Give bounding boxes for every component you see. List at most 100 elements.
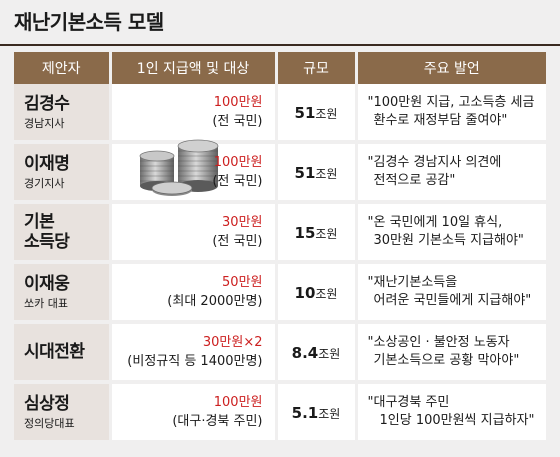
table-row: 시대전환 30만원×2 (비정규직 등 1400만명) 8.4조원 "소상공인 … (14, 322, 546, 384)
remark-line: "재난기본소득을 (367, 275, 458, 290)
amount-unit: 만원 (219, 335, 244, 350)
remark-line: 어려운 국민들에게 지급해야" (373, 293, 532, 308)
scale-number: 10 (294, 283, 316, 302)
amount-value: 100만원 (112, 153, 263, 172)
remark-line: "소상공인 · 불안정 노동자 (367, 335, 510, 350)
remark-line: 1인당 100만원씩 지급하자" (379, 413, 535, 428)
scale-cell: 51조원 (276, 142, 358, 204)
amount-target: (대구·경북 주민) (172, 414, 263, 429)
basic-income-table: 제안자 1인 지급액 및 대상 규모 주요 발언 김경수 경남지사 100만원 … (14, 52, 546, 444)
table-row: 김경수 경남지사 100만원 (전 국민) 51조원 "100만원 지급, 고소… (14, 84, 546, 144)
table-row: 이재명 경기지사 100만원 (전 국민) 51조원 "김경수 경남지사 의견에… (14, 142, 546, 204)
scale-unit: 조원 (315, 106, 338, 121)
amount-number: 100 (213, 395, 239, 410)
proposer-name-line2: 소득당 (24, 232, 70, 252)
scale-number: 15 (294, 223, 316, 242)
amount-cell: 30만원 (전 국민) (110, 202, 278, 264)
amount-cell: 30만원×2 (비정규직 등 1400만명) (110, 322, 278, 384)
amount-value: 100만원 (112, 93, 263, 112)
proposer-affiliation: 정의당대표 (24, 416, 75, 430)
amount-number: 50 (222, 275, 239, 290)
proposer-name: 이재명 (24, 153, 70, 174)
header-remarks: 주요 발언 (356, 52, 546, 84)
amount-target: (비정규직 등 1400만명) (127, 354, 263, 369)
amount-unit: 만원 (238, 155, 263, 170)
scale-unit: 조원 (318, 406, 341, 421)
proposer-cell: 김경수 경남지사 (14, 84, 112, 144)
proposer-name: 이재웅 (24, 273, 70, 294)
table-row: 이재웅 쏘카 대표 50만원 (최대 2000만명) 10조원 "재난기본소득을… (14, 262, 546, 324)
proposer-affiliation: 경남지사 (24, 116, 65, 130)
remark-line: "100만원 지급, 고소득층 세금 (367, 95, 535, 110)
remark-line: 환수로 재정부담 줄여야" (373, 113, 508, 128)
proposer-name: 김경수 (24, 93, 70, 114)
amount-value: 50만원 (112, 273, 263, 292)
remark-line: 30만원 기본소득 지급해야" (373, 233, 524, 248)
header-scale: 규모 (276, 52, 358, 84)
scale-number: 51 (294, 163, 316, 182)
table-row: 기본 소득당 30만원 (전 국민) 15조원 "온 국민에게 10일 휴식, … (14, 202, 546, 264)
table-row: 심상정 정의당대표 100만원 (대구·경북 주민) 5.1조원 "대구경북 주… (14, 382, 546, 444)
scale-unit: 조원 (318, 346, 341, 361)
remark-cell: "재난기본소득을 어려운 국민들에게 지급해야" (356, 262, 546, 324)
remark-cell: "대구경북 주민 1인당 100만원씩 지급하자" (356, 382, 546, 444)
remark-line: "대구경북 주민 (367, 395, 450, 410)
header-amount: 1인 지급액 및 대상 (110, 52, 278, 84)
proposer-cell: 이재웅 쏘카 대표 (14, 262, 112, 324)
coin-stack-left (139, 150, 175, 191)
remark-line: 전적으로 공감" (373, 173, 456, 188)
amount-target: (최대 2000만명) (167, 294, 263, 309)
scale-number: 5.1 (291, 403, 319, 422)
amount-value: 100만원 (112, 393, 263, 412)
proposer-cell: 시대전환 (14, 322, 112, 384)
proposer-name: 심상정 (24, 393, 70, 414)
amount-number: 30 (222, 215, 239, 230)
scale-unit: 조원 (315, 286, 338, 301)
remark-cell: "온 국민에게 10일 휴식, 30만원 기본소득 지급해야" (356, 202, 546, 264)
remark-cell: "소상공인 · 불안정 노동자 기본소득으로 공황 막아야" (356, 322, 546, 384)
proposer-affiliation: 경기지사 (24, 176, 65, 190)
coin-stack-right (177, 139, 219, 192)
amount-number: 100 (213, 95, 239, 110)
amount-number: 100 (213, 155, 239, 170)
amount-unit: 만원 (238, 215, 263, 230)
remark-line: "온 국민에게 10일 휴식, (367, 215, 503, 230)
amount-unit: 만원 (238, 95, 263, 110)
proposer-cell: 기본 소득당 (14, 202, 112, 264)
header-row: 제안자 1인 지급액 및 대상 규모 주요 발언 (14, 52, 546, 84)
scale-cell: 10조원 (276, 262, 358, 324)
page-title: 재난기본소득 모델 (14, 10, 164, 34)
scale-cell: 5.1조원 (276, 382, 358, 444)
scale-unit: 조원 (315, 226, 338, 241)
amount-unit: 만원 (238, 395, 263, 410)
scale-cell: 8.4조원 (276, 322, 358, 384)
proposer-cell: 이재명 경기지사 (14, 142, 112, 204)
amount-multiplier: ×2 (243, 335, 263, 350)
proposer-affiliation: 쏘카 대표 (24, 296, 68, 310)
amount-target: (전 국민) (212, 114, 263, 129)
remark-line: 기본소득으로 공황 막아야" (373, 353, 520, 368)
proposer-name: 시대전환 (24, 342, 85, 362)
amount-value: 30만원 (112, 213, 263, 232)
scale-unit: 조원 (315, 166, 338, 181)
scale-cell: 15조원 (276, 202, 358, 264)
amount-value: 30만원×2 (112, 333, 263, 352)
coin-stack-icon (139, 139, 219, 196)
amount-number: 30 (202, 335, 220, 350)
scale-cell: 51조원 (276, 84, 358, 144)
remark-cell: "김경수 경남지사 의견에 전적으로 공감" (356, 142, 546, 204)
remark-line: "김경수 경남지사 의견에 (367, 155, 502, 170)
amount-target: (전 국민) (212, 234, 263, 249)
amount-target: (전 국민) (212, 174, 263, 189)
scale-number: 51 (294, 103, 316, 122)
scale-number: 8.4 (291, 343, 319, 362)
coin-front (151, 181, 193, 196)
proposer-name: 기본 (24, 212, 55, 232)
header-proposer: 제안자 (14, 52, 112, 84)
amount-cell: 100만원 (대구·경북 주민) (110, 382, 278, 444)
amount-cell: 50만원 (최대 2000만명) (110, 262, 278, 324)
remark-cell: "100만원 지급, 고소득층 세금 환수로 재정부담 줄여야" (356, 84, 546, 144)
title-divider (0, 44, 560, 46)
proposer-cell: 심상정 정의당대표 (14, 382, 112, 444)
amount-unit: 만원 (238, 275, 263, 290)
